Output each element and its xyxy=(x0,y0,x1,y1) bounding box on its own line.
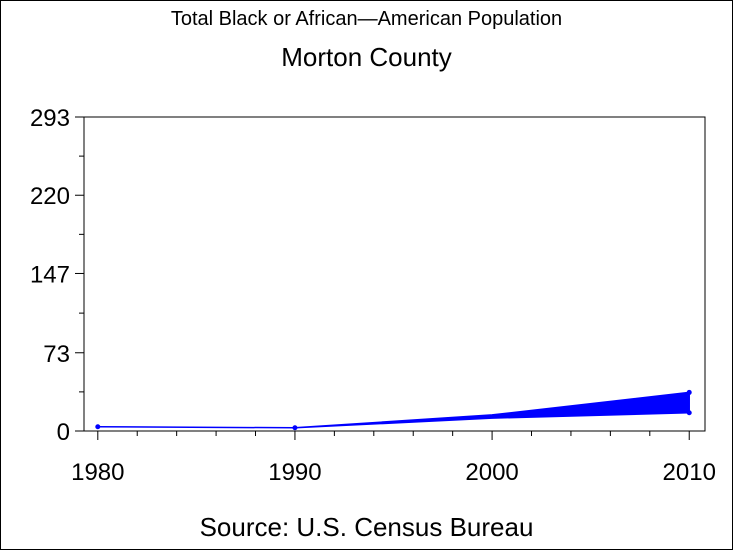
data-point xyxy=(686,410,692,416)
x-tick-label: 2010 xyxy=(663,459,716,486)
data-band xyxy=(97,391,690,429)
chart-subtitle: Morton County xyxy=(281,42,452,72)
y-tick-label: 73 xyxy=(43,341,70,368)
y-tick-label: 220 xyxy=(30,183,70,210)
y-axis: 0 73 147 220 293 xyxy=(30,105,84,446)
y-tick-label: 0 xyxy=(57,419,70,446)
chart-title: Total Black or African—American Populati… xyxy=(170,8,563,30)
source-footnote: Source: U.S. Census Bureau xyxy=(199,512,534,542)
x-tick-label: 1980 xyxy=(71,459,124,486)
x-tick-label: 1990 xyxy=(268,459,321,486)
data-point xyxy=(292,425,298,431)
x-tick-label: 2000 xyxy=(465,459,518,486)
y-tick-label: 147 xyxy=(30,261,70,288)
data-point xyxy=(686,389,692,395)
x-axis: 1980 1990 2000 2010 xyxy=(71,431,716,486)
y-tick-label: 293 xyxy=(30,105,70,132)
plot-area xyxy=(83,116,706,432)
data-point xyxy=(95,424,101,430)
data-marks xyxy=(95,389,692,431)
